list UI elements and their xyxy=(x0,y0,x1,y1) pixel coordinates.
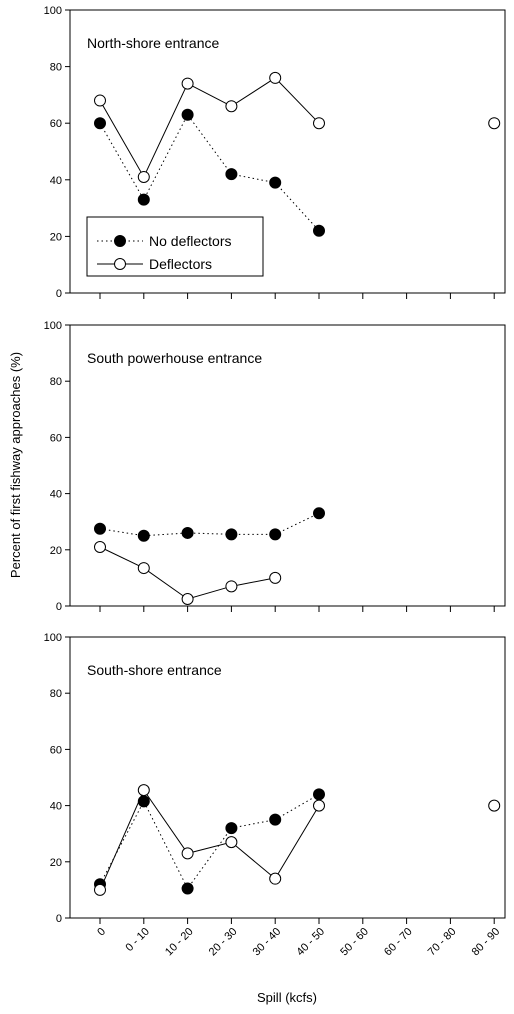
point-deflectors xyxy=(137,170,150,183)
point-no-deflectors xyxy=(225,168,238,181)
y-tick-label: 100 xyxy=(44,5,62,17)
point-no-deflectors xyxy=(269,528,282,541)
point-no-deflectors xyxy=(269,813,282,826)
point-no-deflectors xyxy=(94,522,106,535)
point-deflectors xyxy=(313,117,325,130)
point-no-deflectors xyxy=(137,529,150,542)
point-deflectors xyxy=(488,117,501,130)
y-tick-label: 0 xyxy=(56,288,62,300)
y-tick-label: 60 xyxy=(50,432,62,444)
point-deflectors xyxy=(94,94,106,107)
x-tick-label: 40 - 50 xyxy=(294,926,327,959)
y-tick-label: 80 xyxy=(50,688,62,700)
x-tick-label: 0 xyxy=(95,926,108,939)
x-tick-label: 30 - 40 xyxy=(251,926,284,959)
point-no-deflectors xyxy=(225,822,238,835)
panel-2: 0 20 40 60 80 100 South powerhouse entrance xyxy=(44,320,506,613)
series-line-no-deflectors xyxy=(99,512,320,537)
point-deflectors xyxy=(181,592,194,605)
panel-title: South powerhouse entrance xyxy=(87,350,262,366)
point-no-deflectors xyxy=(137,795,150,808)
point-no-deflectors xyxy=(313,507,325,520)
y-tick-label: 60 xyxy=(50,118,62,130)
point-deflectors xyxy=(225,836,238,849)
x-tick-label: 10 - 20 xyxy=(163,926,196,959)
point-no-deflectors xyxy=(181,882,194,895)
point-deflectors xyxy=(225,580,238,593)
series-line-no-deflectors xyxy=(99,793,320,890)
panel-3: 0 20 40 60 80 100 South-shore entrance xyxy=(44,632,506,925)
point-no-deflectors xyxy=(181,526,194,539)
point-deflectors xyxy=(181,847,194,860)
y-tick-label: 0 xyxy=(56,913,62,925)
y-tick-label: 20 xyxy=(50,857,62,869)
series-line-deflectors xyxy=(99,77,320,179)
legend-label: Deflectors xyxy=(149,256,212,272)
y-tick-label: 40 xyxy=(50,175,62,187)
x-tick-label: 20 - 30 xyxy=(207,926,240,959)
y-tick-label: 20 xyxy=(50,231,62,243)
point-no-deflectors xyxy=(181,108,194,121)
panel-title: North-shore entrance xyxy=(87,35,220,51)
point-deflectors xyxy=(313,799,325,812)
plot-frame xyxy=(69,636,506,919)
y-tick-label: 100 xyxy=(44,632,62,644)
legend-label: No deflectors xyxy=(149,233,231,249)
point-deflectors xyxy=(269,71,282,84)
point-deflectors xyxy=(269,872,282,885)
x-tick-label: 70 - 80 xyxy=(426,926,459,959)
panel-title: South-shore entrance xyxy=(87,662,222,678)
point-deflectors xyxy=(94,883,106,896)
y-tick-label: 60 xyxy=(50,744,62,756)
x-axis-title: Spill (kcfs) xyxy=(257,990,317,1005)
point-no-deflectors xyxy=(137,193,150,206)
y-tick-label: 0 xyxy=(56,601,62,613)
point-deflectors xyxy=(94,540,106,553)
point-deflectors xyxy=(137,784,150,797)
point-no-deflectors xyxy=(94,117,106,130)
y-tick-label: 80 xyxy=(50,376,62,388)
y-axis-title: Percent of first fishway approaches (%) xyxy=(8,352,23,578)
point-deflectors xyxy=(137,562,150,575)
point-no-deflectors xyxy=(313,224,325,237)
point-no-deflectors xyxy=(269,176,282,189)
y-tick-label: 20 xyxy=(50,545,62,557)
plot-frame xyxy=(69,9,506,294)
y-tick-label: 100 xyxy=(44,320,62,332)
point-no-deflectors xyxy=(313,788,325,801)
series-line-no-deflectors xyxy=(99,113,320,232)
point-deflectors xyxy=(269,571,282,584)
panel-1: 0 20 40 60 80 100 North-shore entrance xyxy=(44,5,506,300)
x-tick-label: 0 - 10 xyxy=(124,926,152,954)
plot-frame xyxy=(69,324,506,607)
x-tick-label: 60 - 70 xyxy=(382,926,415,959)
point-deflectors xyxy=(488,799,501,812)
series-line-deflectors xyxy=(99,789,320,891)
point-no-deflectors xyxy=(225,528,238,541)
y-tick-label: 80 xyxy=(50,62,62,74)
x-tick-label: 80 - 90 xyxy=(470,926,503,959)
legend: No deflectors Deflectors xyxy=(86,216,264,277)
point-deflectors xyxy=(181,77,194,90)
x-tick-label: 50 - 60 xyxy=(338,926,371,959)
legend-marker xyxy=(114,258,126,270)
y-tick-label: 40 xyxy=(50,489,62,501)
series-line-deflectors xyxy=(99,546,276,600)
y-tick-label: 40 xyxy=(50,801,62,813)
point-deflectors xyxy=(225,100,238,113)
legend-marker xyxy=(114,235,126,247)
